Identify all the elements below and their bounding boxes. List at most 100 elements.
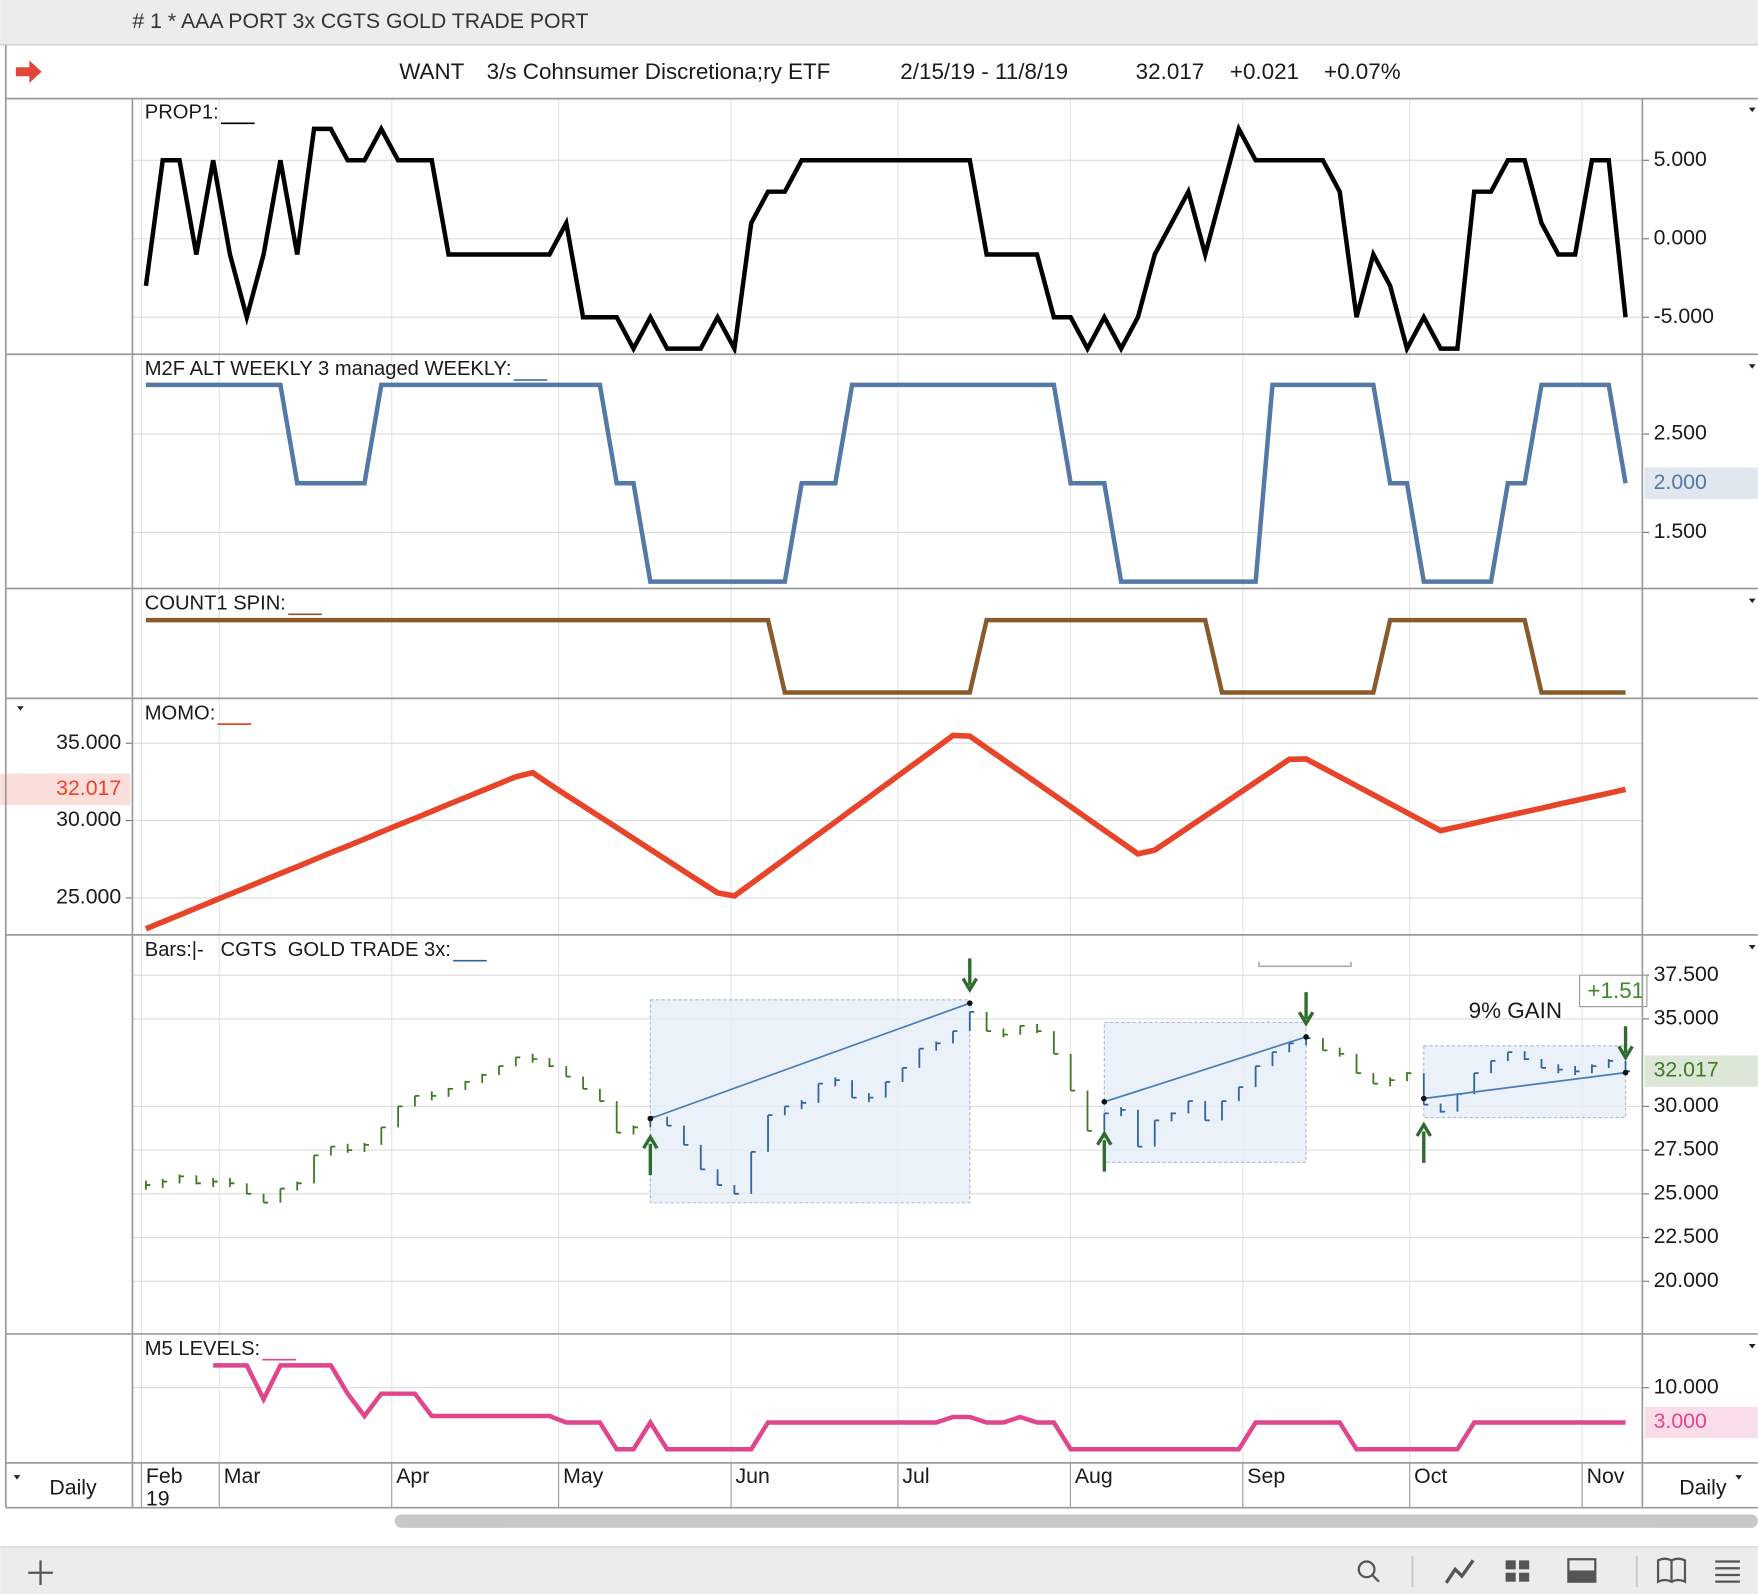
- last-value-box: [1644, 467, 1758, 499]
- price-bar: [968, 1011, 975, 1032]
- price-bar: [918, 1047, 924, 1068]
- price-bar: [565, 1066, 571, 1078]
- y-tick-label: 30.000: [1654, 1093, 1719, 1117]
- x-tick-label: Apr: [396, 1464, 429, 1488]
- list-button[interactable]: [1715, 1560, 1740, 1583]
- price-bar: [1170, 1112, 1177, 1122]
- panel-button[interactable]: [1567, 1558, 1597, 1583]
- menu-caret[interactable]: [13, 1475, 21, 1480]
- menu-caret[interactable]: [1735, 1475, 1743, 1480]
- last-value-box: [1644, 1055, 1758, 1087]
- price-bar: [430, 1091, 437, 1101]
- price-bar: [262, 1193, 269, 1204]
- price-bar: [615, 1101, 622, 1134]
- period-left[interactable]: Daily: [49, 1475, 97, 1499]
- date-range: 2/15/19 - 11/8/19: [900, 59, 1068, 84]
- x-tick-label: Oct: [1414, 1464, 1447, 1488]
- price-bar: [935, 1041, 941, 1051]
- trend-line: [1104, 1036, 1307, 1103]
- period-right[interactable]: Daily: [1679, 1475, 1727, 1499]
- y-tick-label: 35.000: [56, 730, 121, 754]
- last-value-label: 32.017: [56, 776, 121, 800]
- price-bar: [901, 1066, 908, 1082]
- price-bar: [1052, 1031, 1059, 1055]
- panel-title: M5 LEVELS:: [145, 1338, 260, 1360]
- price-bar: [481, 1073, 487, 1083]
- trend-dot: [966, 1000, 973, 1006]
- scrollbar[interactable]: [394, 1514, 1758, 1528]
- trend-dot: [1420, 1095, 1427, 1102]
- gain-label: +1.51: [1587, 978, 1644, 1003]
- price-bar: [817, 1082, 823, 1103]
- y-tick-label: 35.000: [1654, 1006, 1719, 1030]
- search-button[interactable]: [1357, 1560, 1380, 1583]
- symbol: WANT: [399, 59, 464, 84]
- price-bar: [1406, 1072, 1412, 1082]
- price-bar: [144, 1180, 151, 1190]
- entry-arrow: [1415, 1121, 1432, 1163]
- price-bar: [582, 1076, 588, 1090]
- trend-dot: [1101, 1099, 1108, 1105]
- y-tick-label: 10.000: [1654, 1374, 1719, 1398]
- price-bar: [767, 1114, 773, 1152]
- chart-button[interactable]: [1444, 1559, 1475, 1584]
- y-tick-label: -5.000: [1654, 304, 1714, 328]
- exit-arrow: [1297, 992, 1315, 1027]
- y-tick-label: 2.500: [1654, 421, 1707, 445]
- bracket: [1258, 961, 1352, 968]
- y-tick-label: 27.500: [1654, 1137, 1719, 1161]
- trend-line: [650, 1002, 971, 1120]
- price-bar: [783, 1105, 790, 1116]
- price-bar: [1153, 1119, 1160, 1147]
- price-bar: [195, 1175, 201, 1185]
- price-bar: [1473, 1072, 1479, 1095]
- window-title: # 1 * AAA PORT 3x CGTS GOLD TRADE PORT: [132, 9, 588, 33]
- trend-dot: [647, 1115, 654, 1122]
- last-value-label: 3.000: [1654, 1409, 1707, 1433]
- price-bar: [666, 1116, 672, 1127]
- x-tick-label: Jul: [902, 1464, 929, 1488]
- price-bar: [1036, 1024, 1042, 1034]
- price-bar: [1338, 1047, 1345, 1057]
- add-button[interactable]: [28, 1560, 53, 1586]
- panel-title: Bars:|- CGTS GOLD TRADE 3x:: [145, 939, 451, 961]
- last-value-label: 2.000: [1654, 470, 1707, 494]
- panel-title: MOMO:: [145, 702, 216, 724]
- price-bar: [1540, 1059, 1546, 1069]
- annotation: 9% GAIN: [1469, 998, 1562, 1023]
- panel-separators: [5, 97, 1758, 1509]
- price-bar: [952, 1030, 958, 1044]
- toolbar-icons: [28, 1555, 1740, 1588]
- price-bar: [380, 1126, 386, 1145]
- change: +0.021: [1230, 59, 1299, 84]
- price-bar: [683, 1125, 689, 1146]
- price-bar: [279, 1187, 285, 1203]
- x-tick-label: Aug: [1075, 1464, 1113, 1488]
- trend-dot: [1622, 1069, 1629, 1076]
- x-year-label: 19: [146, 1486, 170, 1510]
- price-bar: [632, 1125, 638, 1135]
- price-bar: [1103, 1112, 1109, 1131]
- last-value-box: [0, 773, 131, 806]
- book-button[interactable]: [1656, 1557, 1687, 1584]
- arrow-icon[interactable]: [15, 60, 42, 83]
- panel-caret: [16, 706, 24, 711]
- price-bar: [1439, 1103, 1446, 1113]
- panel-caret: [1748, 944, 1756, 950]
- y-tick-label: 20.000: [1654, 1268, 1719, 1292]
- panel-caret: [1748, 107, 1756, 113]
- grid-button[interactable]: [1505, 1560, 1530, 1582]
- price-bar: [1607, 1059, 1614, 1068]
- price-bar: [1204, 1101, 1210, 1122]
- price-bar: [699, 1144, 706, 1171]
- entry-arrow: [1096, 1130, 1113, 1172]
- price-bar: [548, 1058, 554, 1068]
- last-value-box: [1644, 1406, 1758, 1439]
- y-tick-label: 0.000: [1654, 225, 1707, 249]
- price-bar: [733, 1184, 739, 1195]
- price-bar: [1624, 1060, 1631, 1072]
- price-bar: [716, 1169, 723, 1186]
- toolbar: [0, 1546, 1758, 1594]
- change-pct: +0.07%: [1324, 59, 1401, 84]
- last-value-label: 32.017: [1654, 1058, 1719, 1082]
